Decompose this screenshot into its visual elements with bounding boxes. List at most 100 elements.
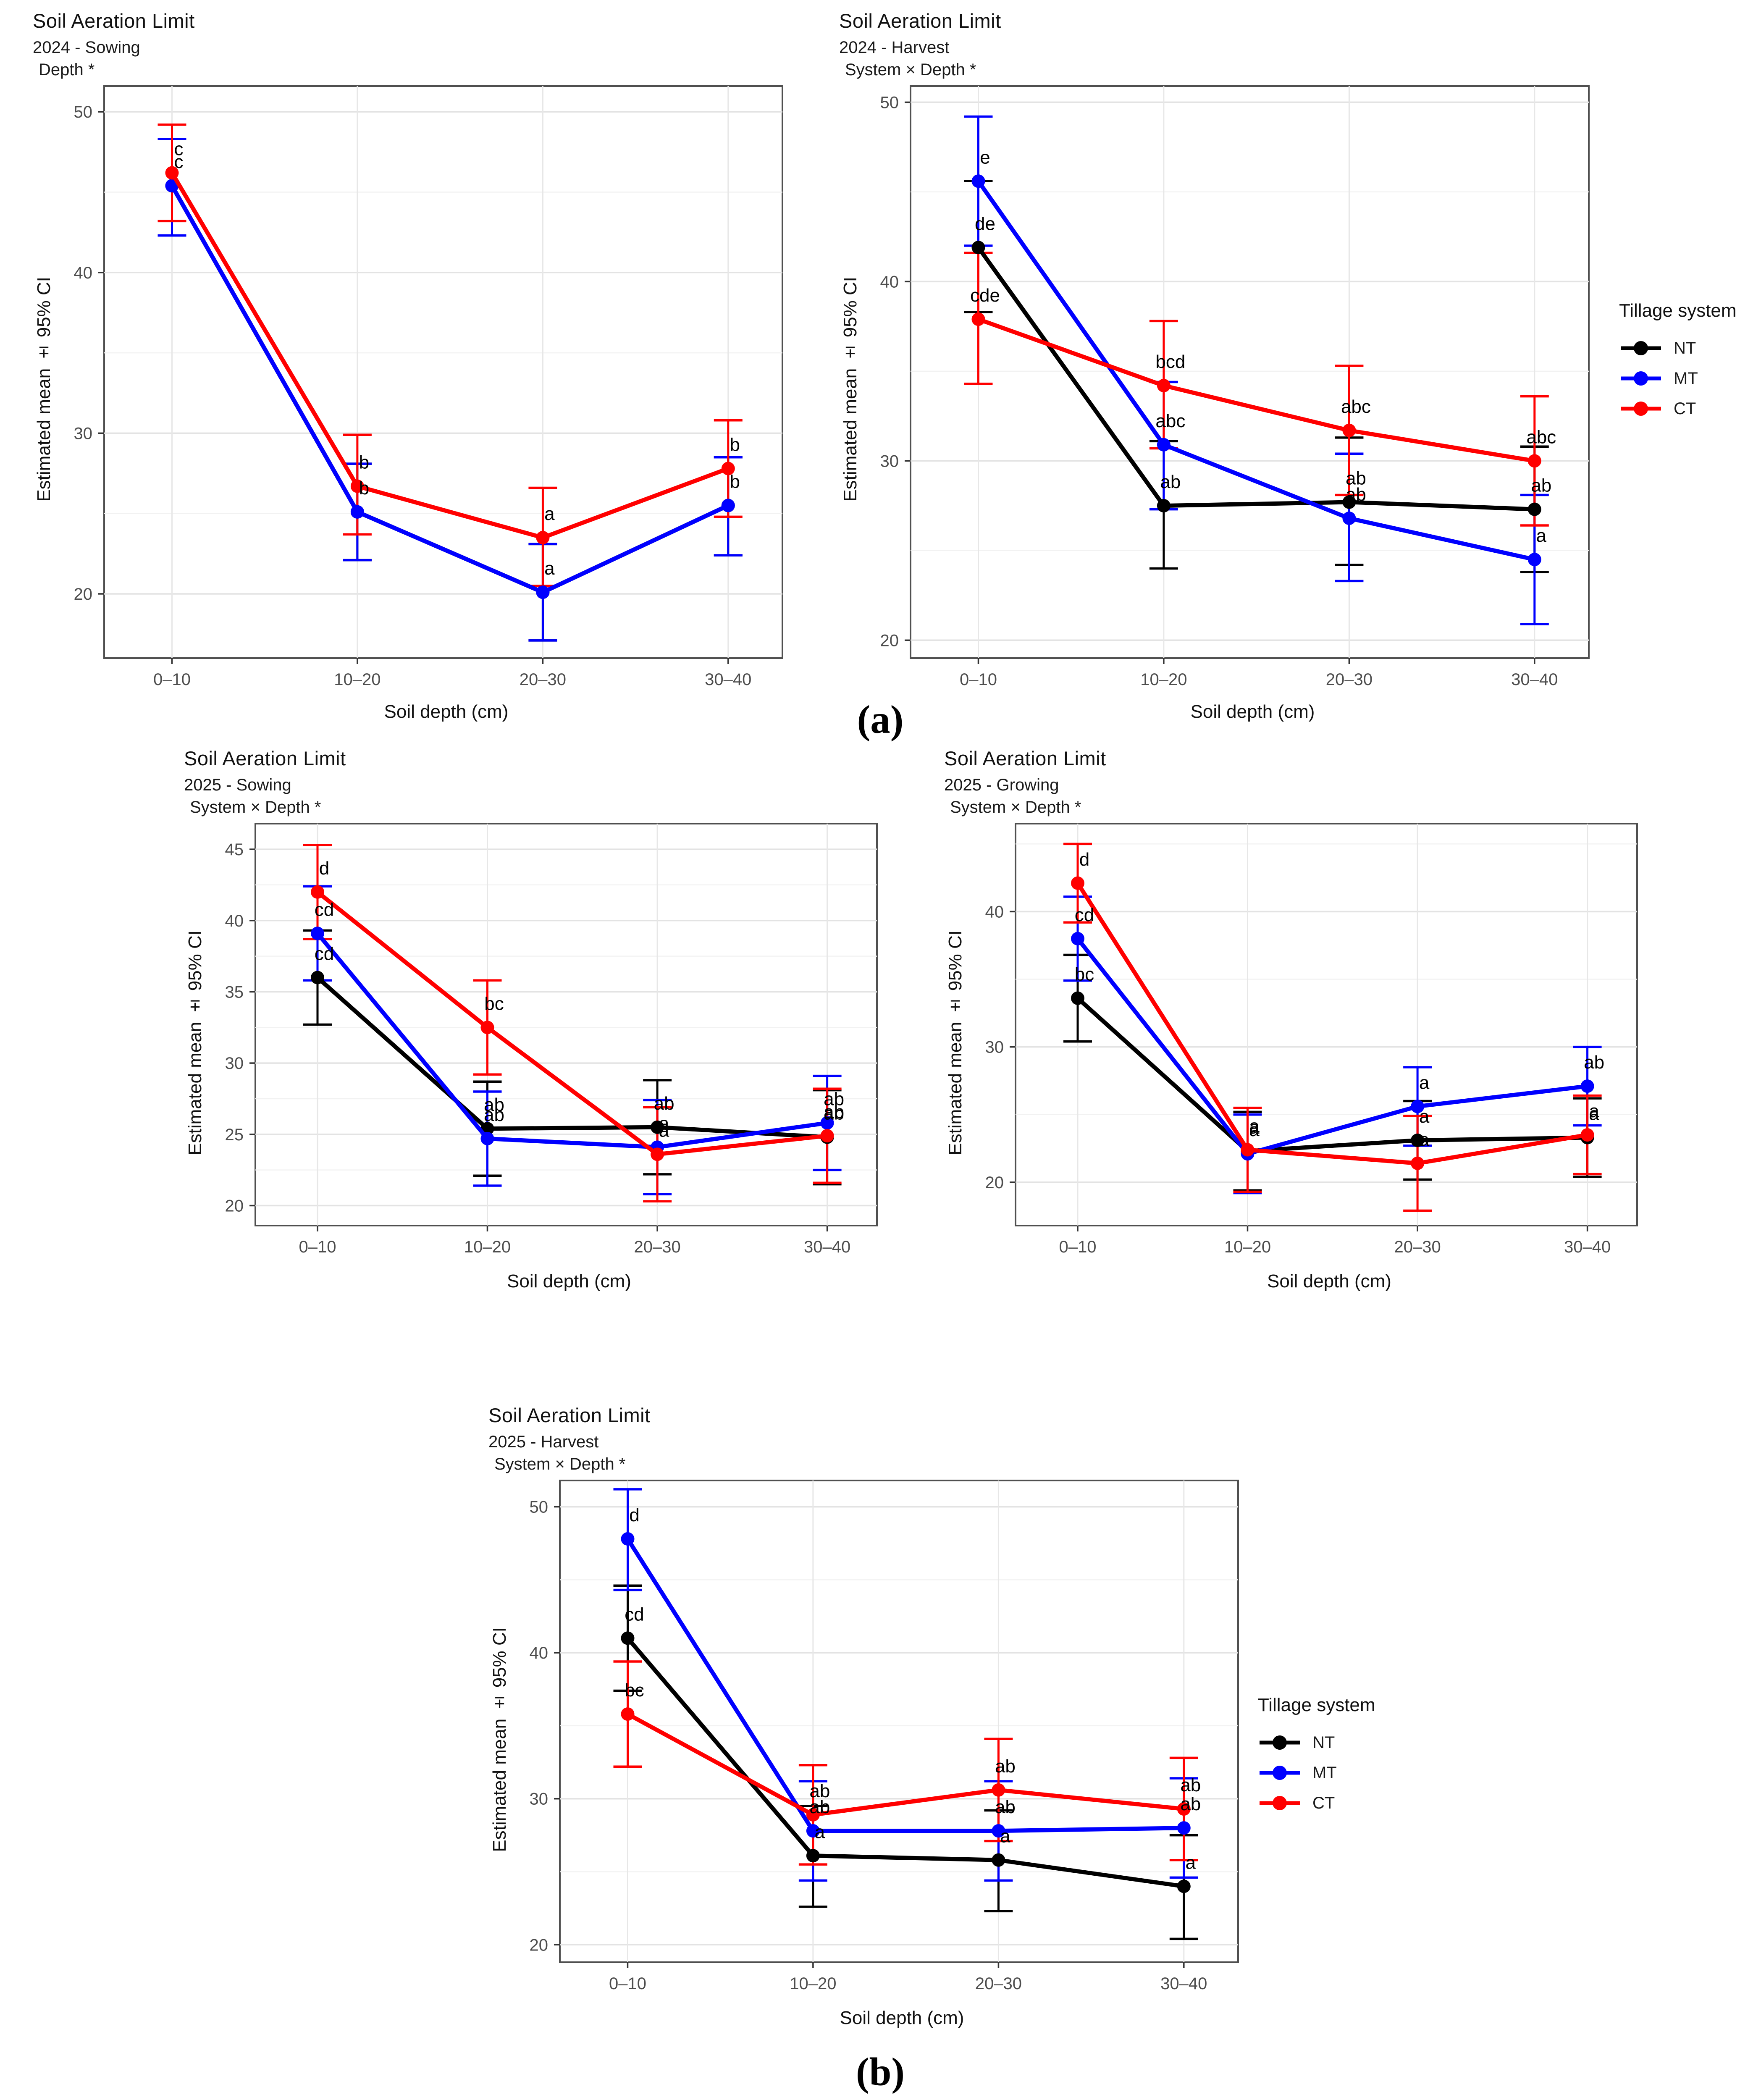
chart-effect-note: System × Depth * <box>494 1455 626 1473</box>
svg-text:bc: bc <box>625 1680 644 1701</box>
chart-2024-harvest-header: Soil Aeration Limit 2024 - Harvest Syste… <box>836 9 1606 79</box>
svg-text:20–30: 20–30 <box>634 1238 680 1256</box>
svg-text:a: a <box>1589 1104 1599 1124</box>
legend-label: CT <box>1312 1793 1335 1812</box>
chart-title: Soil Aeration Limit <box>184 747 346 769</box>
chart-2025-harvest-header: Soil Aeration Limit 2025 - Harvest Syste… <box>485 1404 1256 1474</box>
svg-text:ab: ab <box>1531 475 1551 496</box>
svg-text:c: c <box>174 152 184 172</box>
plot-area: 20 30 40 0–10 10–20 20–30 30–40 bc a a a cd a a ab d a a a <box>970 817 1655 1268</box>
chart-title: Soil Aeration Limit <box>33 10 195 32</box>
svg-text:ab: ab <box>484 1105 504 1125</box>
y-axis-title: Estimated mean ± 95% CI <box>840 276 861 502</box>
chart-title: Soil Aeration Limit <box>839 10 1001 32</box>
svg-text:35: 35 <box>225 983 244 1001</box>
chart-subtitle: 2025 - Harvest <box>488 1433 599 1451</box>
chart-2025-sowing: Soil Aeration Limit 2025 - Sowing System… <box>181 747 895 1293</box>
chart-effect-note: System × Depth * <box>190 798 321 816</box>
plot-area: 20 30 40 50 0–10 10–20 20–30 30–40 de ab ab ab e abc a… <box>865 79 1606 699</box>
chart-subtitle: 2025 - Sowing <box>184 776 291 794</box>
svg-text:cd: cd <box>315 899 334 920</box>
svg-text:30: 30 <box>225 1054 244 1073</box>
svg-text:45: 45 <box>225 840 244 859</box>
svg-text:ab: ab <box>484 1095 504 1115</box>
chart-title: Soil Aeration Limit <box>944 747 1106 769</box>
svg-text:40: 40 <box>225 912 244 930</box>
svg-text:a: a <box>544 504 555 524</box>
svg-text:cd: cd <box>1075 905 1094 925</box>
svg-text:50: 50 <box>74 103 93 121</box>
legend-tillage-system-b: Tillage system NT MT CT <box>1258 1695 1375 1818</box>
svg-text:ab: ab <box>1346 484 1366 505</box>
legend-item-ct: CT <box>1619 399 1737 418</box>
legend-label: MT <box>1312 1763 1337 1782</box>
svg-text:10–20: 10–20 <box>464 1238 511 1256</box>
svg-text:30: 30 <box>985 1038 1004 1057</box>
chart-2024-sowing: Soil Aeration Limit 2024 - Sowing Depth … <box>29 9 800 723</box>
chart-title: Soil Aeration Limit <box>488 1404 651 1426</box>
svg-text:20: 20 <box>985 1173 1004 1192</box>
svg-text:30: 30 <box>74 424 93 443</box>
svg-text:10–20: 10–20 <box>334 670 381 689</box>
svg-text:a: a <box>1249 1120 1260 1140</box>
svg-text:b: b <box>359 452 369 473</box>
legend-label: NT <box>1312 1733 1335 1752</box>
y-axis-title: Estimated mean ± 95% CI <box>489 1627 510 1852</box>
chart-effect-note: System × Depth * <box>950 798 1081 816</box>
svg-text:ab: ab <box>1584 1052 1604 1073</box>
svg-text:30–40: 30–40 <box>1511 670 1558 689</box>
mt-point-line-icon <box>1621 371 1661 386</box>
svg-text:ab: ab <box>654 1093 674 1114</box>
svg-text:40: 40 <box>74 264 93 282</box>
svg-text:ab: ab <box>1346 468 1366 489</box>
svg-text:0–10: 0–10 <box>1059 1238 1097 1256</box>
ct-point-line-icon <box>1260 1796 1300 1810</box>
svg-text:ab: ab <box>809 1797 830 1817</box>
svg-text:ab: ab <box>995 1756 1016 1777</box>
chart-effect-note: System × Depth * <box>845 60 976 79</box>
chart-2025-growing: Soil Aeration Limit 2025 - Growing Syste… <box>941 747 1655 1293</box>
chart-subtitle: 2024 - Sowing <box>33 38 140 57</box>
svg-text:b: b <box>359 478 369 499</box>
y-axis-title: Estimated mean ± 95% CI <box>34 276 54 502</box>
chart-2024-harvest: Soil Aeration Limit 2024 - Harvest Syste… <box>836 9 1606 723</box>
svg-text:20–30: 20–30 <box>1394 1238 1441 1256</box>
svg-text:ab: ab <box>1180 1775 1201 1796</box>
svg-text:a: a <box>1419 1072 1430 1093</box>
svg-text:30–40: 30–40 <box>1564 1238 1611 1256</box>
svg-text:d: d <box>629 1505 639 1525</box>
svg-text:de: de <box>975 213 995 234</box>
panel-label-b: (b) <box>856 2050 905 2094</box>
svg-text:20–30: 20–30 <box>975 1974 1022 1993</box>
panel-label-a: (a) <box>857 697 904 742</box>
plot-area: 20 30 40 50 0–10 10–20 20–30 30–40 cd a a a d ab ab ab b… <box>514 1474 1256 2005</box>
y-axis-title: Estimated mean ± 95% CI <box>945 930 966 1155</box>
svg-text:a: a <box>1000 1826 1010 1847</box>
svg-text:bc: bc <box>1075 964 1094 985</box>
svg-text:ab: ab <box>824 1089 844 1110</box>
svg-text:a: a <box>544 558 555 579</box>
legend-label: CT <box>1674 399 1696 418</box>
chart-effect-note: Depth * <box>39 60 95 79</box>
legend-item-nt: NT <box>1258 1733 1375 1752</box>
chart-2025-harvest: Soil Aeration Limit 2025 - Harvest Syste… <box>485 1404 1256 2029</box>
svg-text:d: d <box>1079 849 1089 870</box>
legend-item-nt: NT <box>1619 339 1737 358</box>
svg-text:0–10: 0–10 <box>153 670 191 689</box>
svg-text:a: a <box>1419 1129 1430 1150</box>
svg-text:0–10: 0–10 <box>960 670 997 689</box>
svg-text:30: 30 <box>530 1790 549 1809</box>
legend-item-mt: MT <box>1258 1763 1375 1782</box>
svg-text:c: c <box>174 139 184 160</box>
ct-point-line-icon <box>1621 402 1661 416</box>
svg-text:20–30: 20–30 <box>1326 670 1373 689</box>
svg-text:0–10: 0–10 <box>609 1974 646 1993</box>
legend-item-mt: MT <box>1619 369 1737 388</box>
line-plot-2024-sowing: 20 30 40 50 0–10 10–20 20–30 30–40 c b a b c b a b <box>74 85 783 689</box>
svg-text:cd: cd <box>625 1604 644 1625</box>
svg-text:20: 20 <box>74 585 93 604</box>
legend-title: Tillage system <box>1258 1695 1375 1715</box>
svg-text:40: 40 <box>880 273 899 291</box>
